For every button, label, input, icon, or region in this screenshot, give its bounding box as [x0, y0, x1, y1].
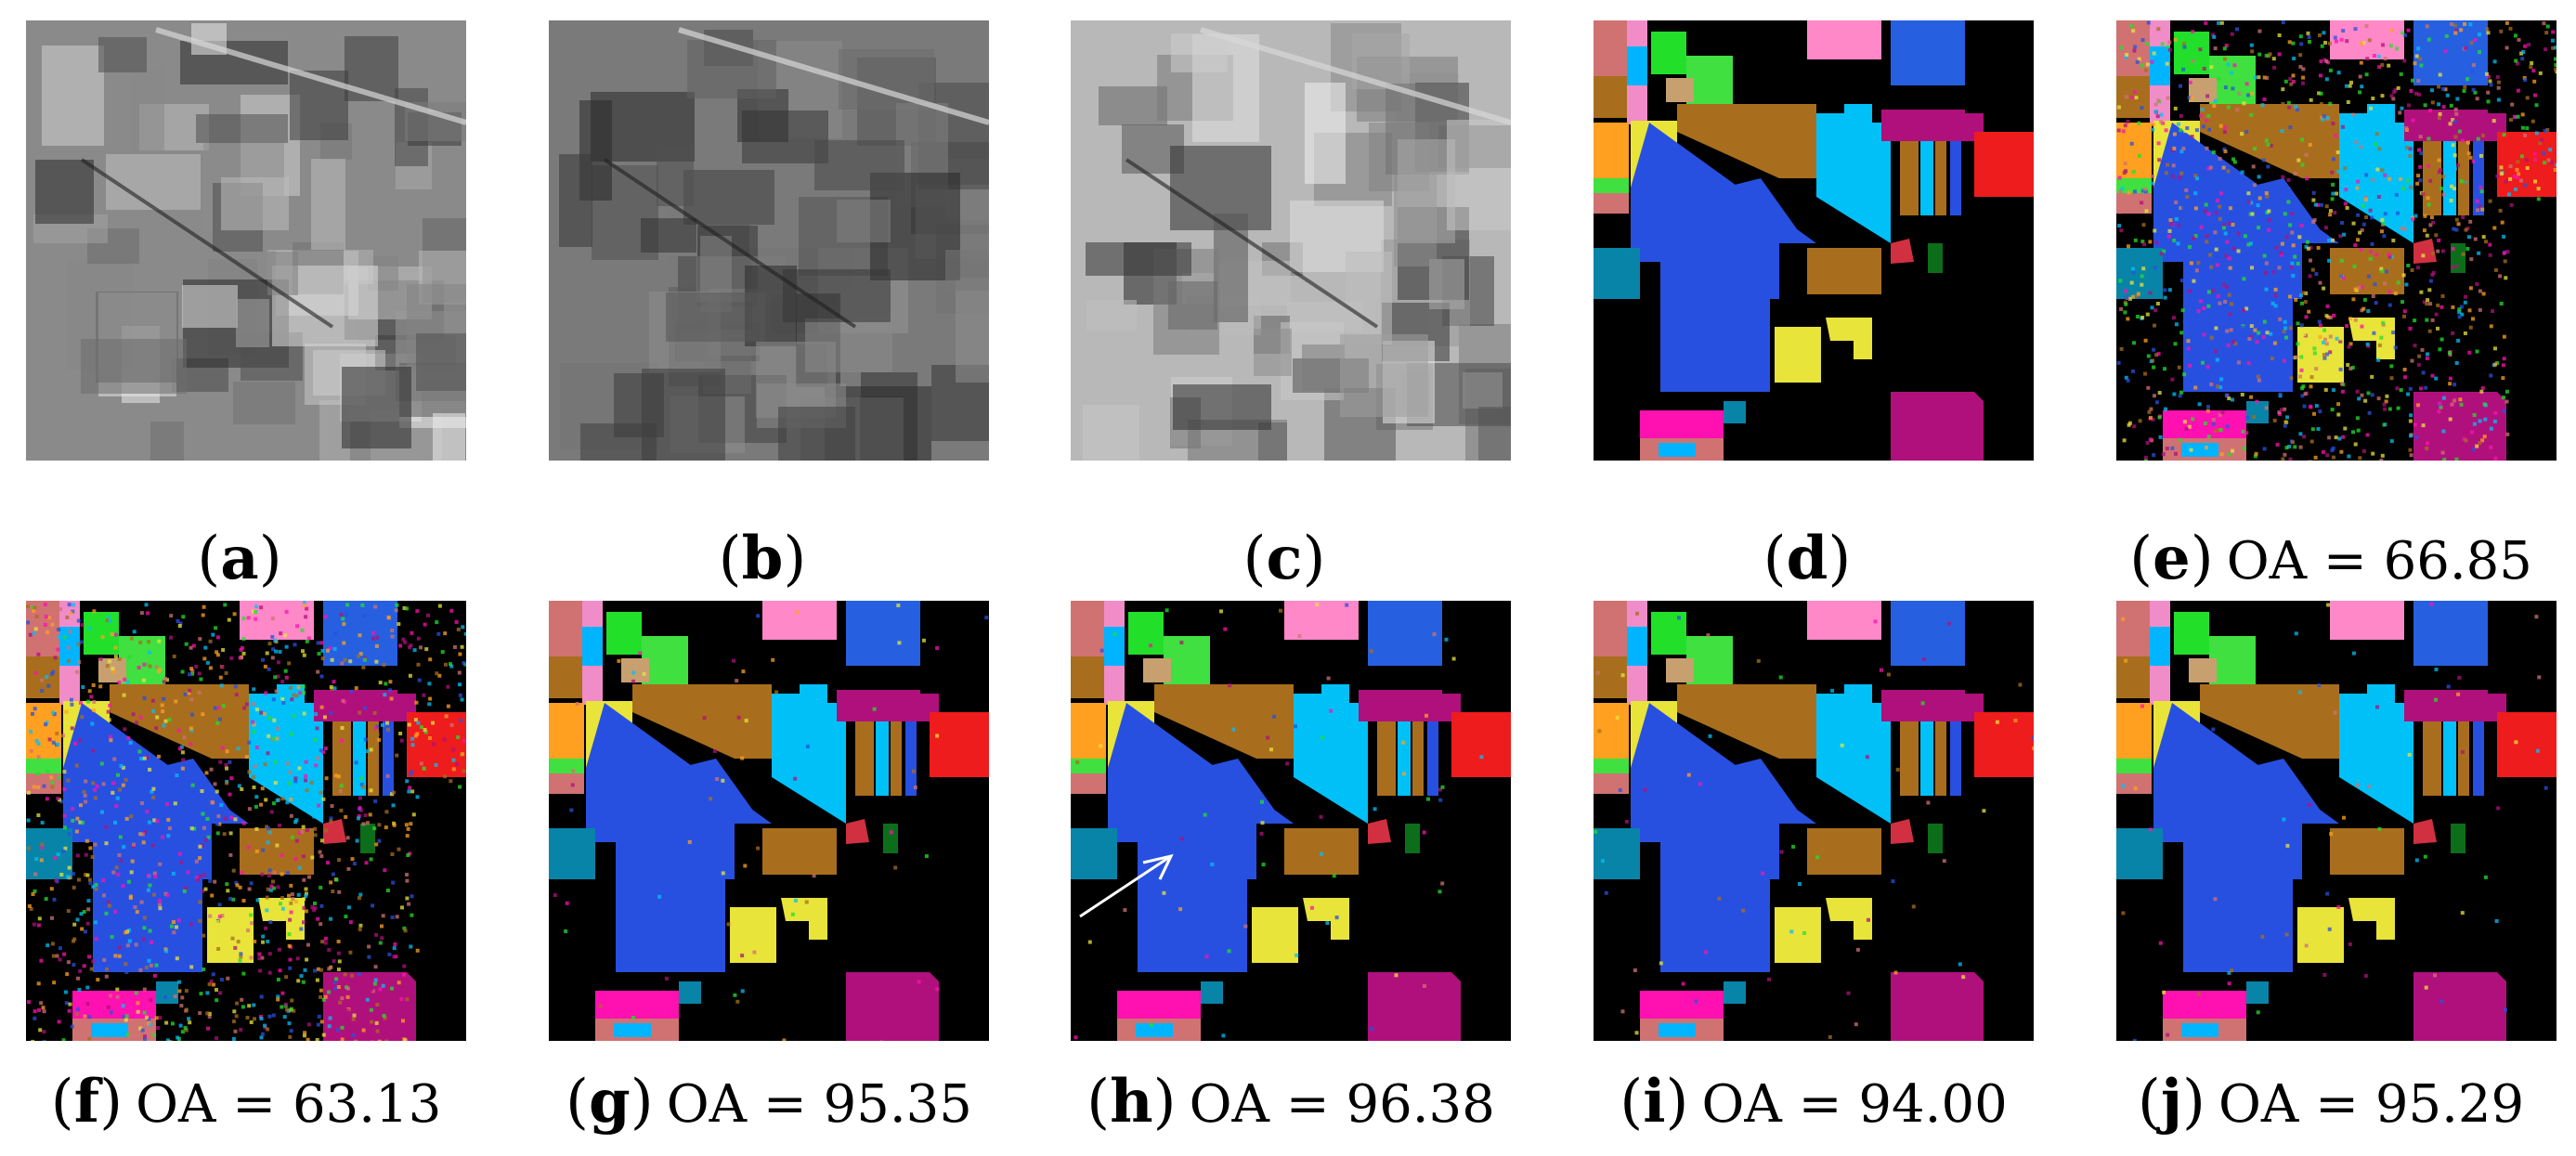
caption-b: (b) [718, 524, 807, 593]
panel-j-image [2116, 601, 2556, 1041]
caption-f: (f) OA = 63.13 [50, 1067, 442, 1137]
panel-i-image [1594, 601, 2034, 1041]
classification-map-e [2116, 20, 2556, 461]
panel-g-image [549, 601, 989, 1041]
classification-map-f [26, 601, 466, 1041]
caption-a: (a) [197, 524, 282, 593]
band-3-image [1071, 20, 1511, 461]
panel-c-image [1071, 20, 1511, 461]
caption-e: (e) OA = 66.85 [2129, 524, 2532, 593]
panel-e-image [2116, 20, 2556, 461]
panel-h-image [1071, 601, 1511, 1041]
caption-c: (c) [1242, 524, 1326, 593]
classification-map-j [2116, 601, 2556, 1041]
caption-g: (g) OA = 95.35 [566, 1067, 972, 1137]
band-1-image [26, 20, 466, 461]
band-2-image [549, 20, 989, 461]
panel-d-image [1594, 20, 2034, 461]
caption-j: (j) OA = 95.29 [2137, 1067, 2525, 1137]
panel-a-image [26, 20, 466, 461]
annotation-arrow [1079, 853, 1174, 918]
panel-b-image [549, 20, 989, 461]
caption-h: (h) OA = 96.38 [1086, 1067, 1495, 1137]
caption-d: (d) [1763, 524, 1852, 593]
classification-map-i [1594, 601, 2034, 1041]
caption-i: (i) OA = 94.00 [1620, 1067, 2008, 1137]
classification-map-h [1071, 601, 1511, 1041]
panel-f-image [26, 601, 466, 1041]
classification-map-g [549, 601, 989, 1041]
ground-truth-map [1594, 20, 2034, 461]
